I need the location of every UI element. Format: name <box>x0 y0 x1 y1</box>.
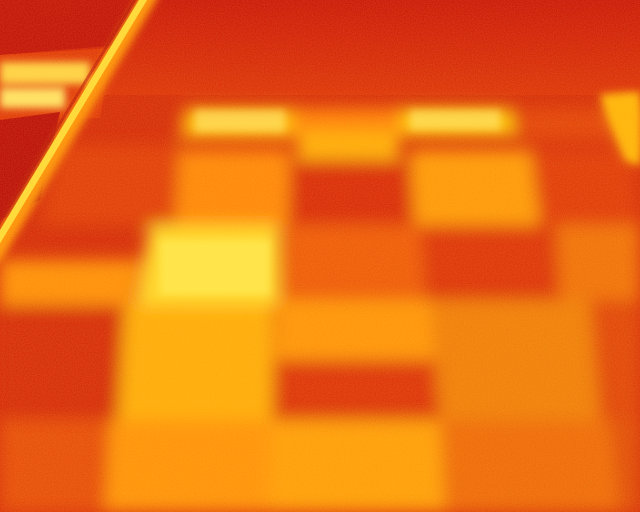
thermal-image <box>0 0 640 512</box>
sensor-noise <box>0 0 640 512</box>
thermal-floor-scene <box>0 0 640 512</box>
